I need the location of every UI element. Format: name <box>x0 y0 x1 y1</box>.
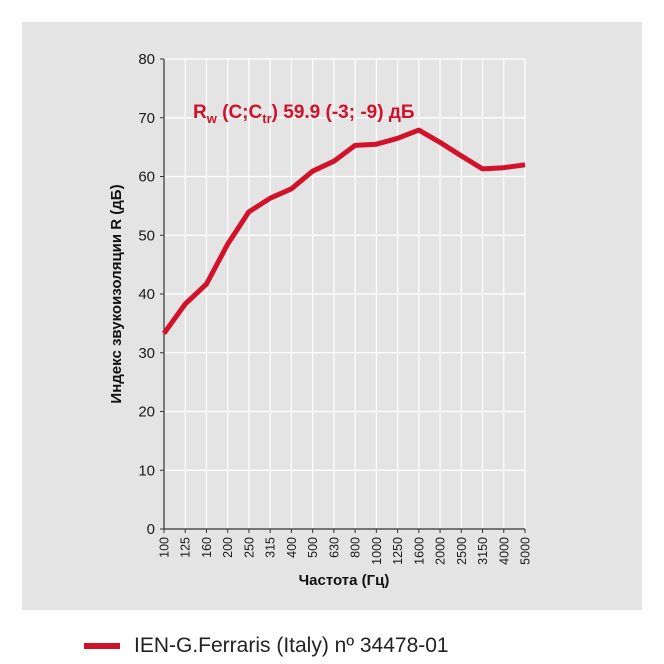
x-tick-label: 630 <box>327 537 341 558</box>
series-line <box>161 127 526 335</box>
y-tick-label: 60 <box>138 169 155 186</box>
x-tick-label: 400 <box>285 537 299 558</box>
x-tick-label: 100 <box>158 537 172 558</box>
x-tick-label: 125 <box>179 537 193 558</box>
y-tick-label: 20 <box>138 404 155 421</box>
y-axis-title: Индекс звукоизоляции R (дБ) <box>108 184 125 403</box>
x-tick-label: 500 <box>306 537 320 558</box>
y-tick-label: 30 <box>138 345 155 362</box>
y-tick-label: 80 <box>138 51 155 68</box>
legend-label: IEN-G.Ferraris (Italy) nº 34478-01 <box>134 634 449 657</box>
x-tick-label: 200 <box>221 537 235 558</box>
y-tick-label: 10 <box>138 462 155 479</box>
x-tick-label: 1000 <box>370 537 384 565</box>
x-tick-label: 2500 <box>455 537 469 565</box>
legend: IEN-G.Ferraris (Italy) nº 34478-01 <box>84 632 449 660</box>
legend-swatch <box>84 643 120 649</box>
x-tick-label: 1250 <box>391 537 405 565</box>
x-tick-label: 1600 <box>412 537 426 565</box>
y-tick-label: 40 <box>138 286 155 303</box>
tick-labels: 0 10 20 30 40 50 60 70 80 100 125 160 200 250 315 400 50… <box>138 51 532 565</box>
x-tick-label: 250 <box>242 537 256 558</box>
x-tick-label: 160 <box>200 537 214 558</box>
x-tick-label: 800 <box>349 537 363 558</box>
grid <box>164 58 526 529</box>
x-tick-label: 3150 <box>476 537 490 565</box>
x-tick-label: 2000 <box>434 537 448 565</box>
axes <box>160 58 526 533</box>
y-tick-label: 70 <box>138 110 155 127</box>
y-tick-label: 50 <box>138 227 155 244</box>
rating-annotation: Rw (C;Ctr) 59.9 (-3; -9) дБ <box>193 102 415 126</box>
x-tick-label: 315 <box>264 537 278 558</box>
series-layer <box>161 127 526 335</box>
y-tick-label: 0 <box>147 521 155 538</box>
x-axis-title: Частота (Гц) <box>299 572 390 589</box>
chart-panel <box>22 22 642 610</box>
x-tick-label: 4000 <box>497 537 511 565</box>
x-tick-label: 5000 <box>519 537 533 565</box>
